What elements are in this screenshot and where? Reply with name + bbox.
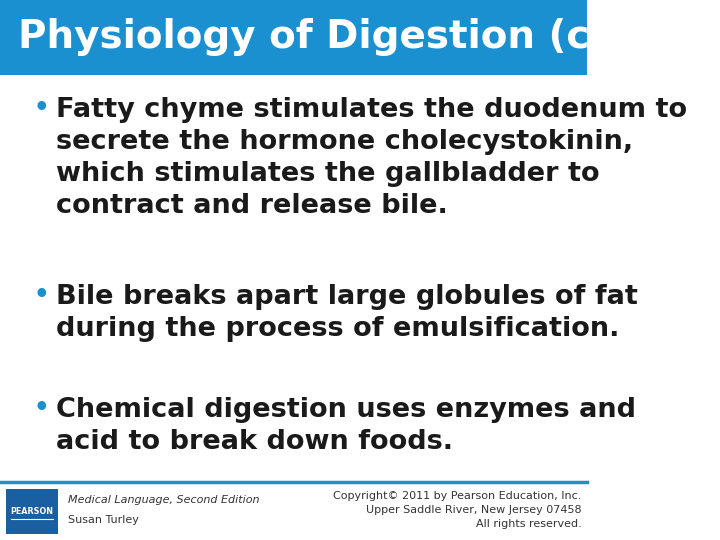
Text: Susan Turley: Susan Turley <box>68 515 138 525</box>
Text: Fatty chyme stimulates the duodenum to
secrete the hormone cholecystokinin,
whic: Fatty chyme stimulates the duodenum to s… <box>55 97 687 219</box>
Text: •: • <box>32 394 50 423</box>
Text: •: • <box>32 281 50 310</box>
Text: Copyright© 2011 by Pearson Education, Inc.
Upper Saddle River, New Jersey 07458
: Copyright© 2011 by Pearson Education, In… <box>333 491 581 529</box>
Text: Medical Language, Second Edition: Medical Language, Second Edition <box>68 495 259 505</box>
Text: •: • <box>32 94 50 124</box>
Text: PEARSON: PEARSON <box>10 507 53 516</box>
FancyBboxPatch shape <box>0 0 588 75</box>
Text: Chemical digestion uses enzymes and
acid to break down foods.: Chemical digestion uses enzymes and acid… <box>55 397 636 455</box>
Text: Bile breaks apart large globules of fat
during the process of emulsification.: Bile breaks apart large globules of fat … <box>55 284 638 341</box>
Text: Physiology of Digestion (con't): Physiology of Digestion (con't) <box>17 18 692 56</box>
FancyBboxPatch shape <box>6 489 58 534</box>
